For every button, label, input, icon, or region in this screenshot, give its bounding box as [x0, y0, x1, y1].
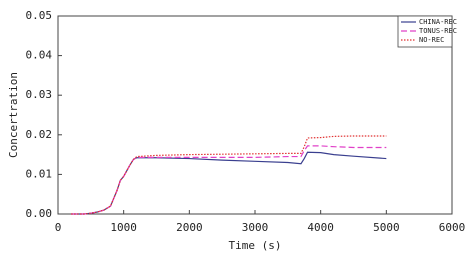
y-tick-label: 0.00 [26, 207, 53, 220]
y-tick-label: 0.02 [26, 128, 53, 141]
x-tick-label: 1000 [110, 221, 137, 234]
series-line [71, 135, 387, 215]
x-tick-label: 3000 [242, 221, 269, 234]
legend-label: TONUS-REC [419, 27, 457, 35]
x-tick-label: 2000 [176, 221, 203, 234]
series-line [71, 151, 387, 215]
x-tick-label: 6000 [439, 221, 466, 234]
legend-label: CHINA-REC [419, 18, 457, 26]
x-tick-label: 0 [55, 221, 62, 234]
y-axis-label: Concertration [7, 72, 20, 158]
plot-frame [57, 15, 453, 215]
x-tick-label: 4000 [307, 221, 334, 234]
legend-label: NO-REC [419, 36, 444, 44]
y-tick-label: 0.04 [26, 49, 53, 62]
series-line [71, 145, 387, 215]
x-tick-label: 5000 [373, 221, 400, 234]
x-axis-label: Time (s) [229, 239, 282, 252]
y-tick-label: 0.01 [26, 167, 53, 180]
y-tick-label: 0.03 [26, 88, 53, 101]
y-tick-label: 0.05 [26, 9, 53, 22]
